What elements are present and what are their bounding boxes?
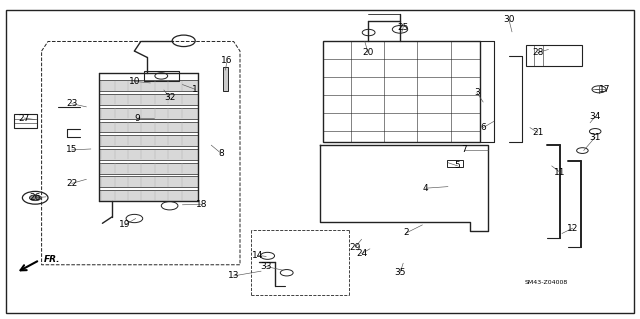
Text: 27: 27 xyxy=(19,114,30,122)
Text: 21: 21 xyxy=(532,128,543,137)
Text: 25: 25 xyxy=(397,23,409,32)
Text: 2: 2 xyxy=(404,228,409,237)
Bar xyxy=(14,114,37,128)
Bar xyxy=(99,108,198,119)
Text: 16: 16 xyxy=(221,56,233,65)
Bar xyxy=(99,149,198,160)
Bar xyxy=(99,122,198,132)
Text: 19: 19 xyxy=(119,220,131,229)
Text: 24: 24 xyxy=(356,249,367,258)
Text: 23: 23 xyxy=(66,99,77,108)
Text: 7: 7 xyxy=(461,145,467,154)
Text: FR.: FR. xyxy=(44,255,60,263)
Text: SM43-Z04008: SM43-Z04008 xyxy=(525,280,568,285)
Text: 5: 5 xyxy=(455,161,460,170)
Bar xyxy=(223,67,228,91)
Bar xyxy=(447,160,463,167)
Text: 13: 13 xyxy=(228,271,239,280)
Text: 26: 26 xyxy=(29,193,41,202)
Text: 22: 22 xyxy=(66,179,77,188)
Text: 30: 30 xyxy=(503,15,515,24)
Bar xyxy=(323,41,480,142)
Text: 31: 31 xyxy=(589,133,601,142)
Bar xyxy=(99,135,198,146)
Bar xyxy=(144,71,179,81)
Text: 28: 28 xyxy=(532,48,543,57)
Text: 33: 33 xyxy=(260,262,271,271)
Text: 17: 17 xyxy=(599,85,611,94)
Text: 34: 34 xyxy=(589,112,601,121)
Text: 10: 10 xyxy=(129,77,140,86)
Text: 6: 6 xyxy=(481,123,486,132)
Text: 15: 15 xyxy=(66,145,77,154)
Text: 18: 18 xyxy=(196,200,207,209)
Bar xyxy=(526,45,582,66)
Bar xyxy=(99,163,198,174)
Text: 11: 11 xyxy=(554,168,566,177)
Bar xyxy=(99,94,198,105)
Text: 4: 4 xyxy=(423,184,428,193)
Text: 9: 9 xyxy=(135,114,140,122)
Bar xyxy=(99,176,198,187)
Circle shape xyxy=(29,195,41,201)
Text: 32: 32 xyxy=(164,93,175,102)
Text: 8: 8 xyxy=(218,149,223,158)
Text: 3: 3 xyxy=(474,88,479,97)
Text: 14: 14 xyxy=(252,251,263,260)
Text: 35: 35 xyxy=(394,268,406,277)
Text: 1: 1 xyxy=(193,85,198,94)
Bar xyxy=(99,190,198,201)
Text: 29: 29 xyxy=(349,243,361,252)
Bar xyxy=(99,80,198,91)
Text: 12: 12 xyxy=(567,224,579,233)
Text: 20: 20 xyxy=(362,48,374,57)
